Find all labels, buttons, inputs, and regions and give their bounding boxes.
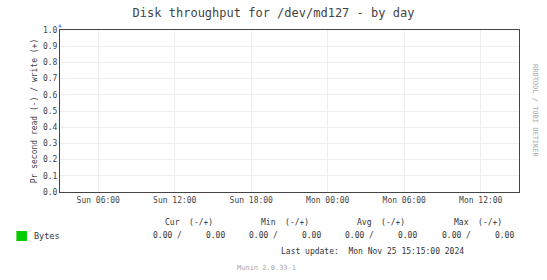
svg-text:0.9: 0.9 (43, 42, 58, 51)
svg-text:Mon 12:00: Mon 12:00 (459, 196, 503, 205)
svg-text:Mon 06:00: Mon 06:00 (383, 196, 427, 205)
svg-text:Disk throughput for /dev/md127: Disk throughput for /dev/md127 - by day (133, 6, 415, 20)
svg-text:0.8: 0.8 (43, 58, 58, 67)
svg-text:Last update: Mon Nov 25 15:15: Last update: Mon Nov 25 15:15:00 2024 (281, 247, 464, 256)
svg-text:Bytes: Bytes (34, 231, 60, 241)
svg-text:0.4: 0.4 (43, 123, 58, 132)
svg-text:0.00 / 0.00: 0.00 / 0.00 (153, 231, 225, 240)
svg-text:0.7: 0.7 (43, 74, 58, 83)
svg-text:0.00 / 0.00: 0.00 / 0.00 (249, 231, 321, 240)
svg-text:0.3: 0.3 (43, 139, 58, 148)
svg-text:0.00 / 0.00: 0.00 / 0.00 (442, 231, 514, 240)
svg-text:Cur (-/+): Cur (-/+) (165, 218, 213, 227)
svg-text:Sun 06:00: Sun 06:00 (77, 196, 121, 205)
svg-text:Pr second read (-) / write (+): Pr second read (-) / write (+) (30, 39, 39, 184)
svg-text:0.6: 0.6 (43, 91, 58, 100)
svg-text:Min (-/+): Min (-/+) (261, 218, 309, 227)
svg-text:0.0: 0.0 (43, 188, 58, 197)
svg-text:Sun 12:00: Sun 12:00 (153, 196, 197, 205)
svg-text:▲: ▲ (58, 21, 62, 28)
svg-text:Mon 00:00: Mon 00:00 (306, 196, 350, 205)
svg-text:Sun 18:00: Sun 18:00 (230, 196, 274, 205)
svg-text:0.1: 0.1 (43, 172, 58, 181)
svg-text:0.2: 0.2 (43, 155, 58, 164)
svg-text:0.5: 0.5 (43, 107, 58, 116)
svg-text:0.00 / 0.00: 0.00 / 0.00 (345, 231, 417, 240)
svg-text:Max (-/+): Max (-/+) (454, 218, 502, 227)
svg-text:Avg (-/+): Avg (-/+) (357, 218, 405, 227)
svg-text:1.0: 1.0 (43, 26, 58, 35)
svg-text:Munin 2.0.33-1: Munin 2.0.33-1 (237, 264, 296, 272)
svg-text:RRDTOOL / TOBI OETIKER: RRDTOOL / TOBI OETIKER (531, 64, 539, 158)
